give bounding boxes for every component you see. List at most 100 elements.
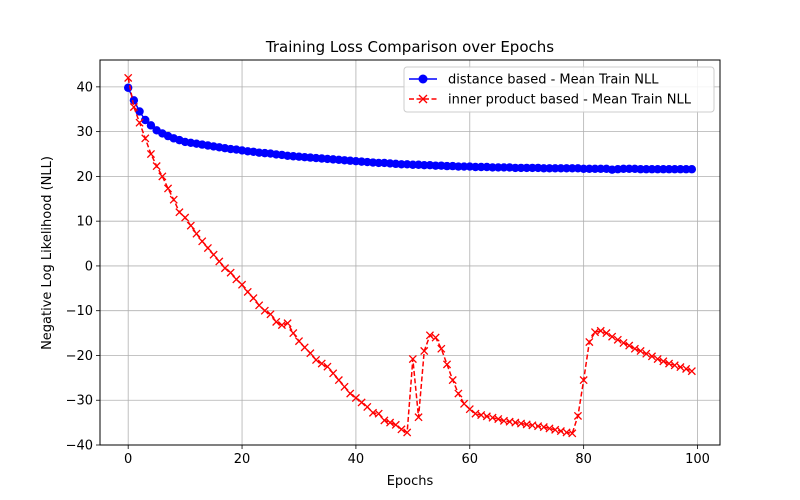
data-point [397,425,406,434]
data-point [670,361,679,370]
y-tick-label: 40 [76,80,93,95]
data-point [357,398,366,407]
data-point [237,280,247,289]
y-tick-label: −40 [66,439,93,454]
x-tick-label: 100 [685,452,710,467]
data-point [448,376,457,385]
data-point [186,221,195,230]
data-point [494,414,503,424]
data-point [431,333,440,342]
data-point [630,344,639,353]
chart-title: Training Loss Comparison over Epochs [265,38,554,56]
data-point [351,393,360,403]
data-point [323,362,332,371]
data-point [636,346,645,356]
data-point [613,335,622,344]
data-point [135,107,144,116]
data-point [425,331,434,340]
legend: distance based - Mean Train NLL inner pr… [403,66,715,113]
y-tick-label: 0 [85,259,93,274]
y-tick-label: −10 [66,304,93,319]
data-point [181,213,190,222]
data-point [312,355,321,365]
x-tick-label: 60 [462,452,479,467]
data-point [619,338,628,347]
data-point [226,268,235,277]
legend-label-distance: distance based - Mean Train NLL [448,73,659,88]
data-point [346,389,355,398]
data-point [306,349,315,358]
data-point [152,162,161,171]
data-point [676,363,685,372]
y-tick-label: 20 [76,170,93,185]
data-point [329,369,338,378]
data-point [653,354,662,364]
data-point [272,317,281,326]
data-point [380,416,389,425]
data-point [596,326,605,335]
data-point [585,337,594,347]
data-point [198,237,207,246]
data-point [135,118,144,127]
series-distance-based [123,83,697,174]
y-axis-label: Negative Log Likelihood (NLL) [40,156,55,350]
data-point [420,346,429,356]
data-point [687,165,697,174]
legend-marker-inner-product [418,94,428,104]
data-point [602,329,611,338]
data-point [454,389,463,398]
data-point [129,96,139,105]
data-point [317,359,326,368]
data-point [129,102,138,112]
data-point [608,332,617,341]
data-point [249,294,258,303]
x-tick-label: 0 [124,452,132,467]
y-tick-label: 10 [76,215,93,230]
data-point [260,306,269,315]
data-point [158,172,167,181]
data-point [374,409,383,418]
data-point [386,418,395,427]
data-point [146,121,156,130]
x-tick-label: 40 [348,452,365,467]
data-point [579,376,588,385]
data-point [334,376,343,385]
series-group [123,73,697,438]
data-point [664,359,674,368]
data-point [124,73,133,82]
data-point [192,229,201,238]
data-point [403,428,412,437]
x-axis-label: Epochs [387,474,434,489]
data-point [169,195,178,204]
data-point [289,329,298,338]
data-point [573,411,583,420]
data-point [659,357,668,366]
x-tick-label: 20 [234,452,251,467]
data-point [647,352,657,361]
data-point [203,243,212,253]
y-tick-label: 30 [76,125,93,140]
data-point [414,413,423,422]
data-point [625,341,634,350]
legend-box [403,66,715,113]
data-point [163,184,173,193]
data-point [642,349,651,358]
data-point [682,364,691,373]
ticks: 0 20 40 60 80 100 −40 −30 −20 −10 0 10 20 30 40 [66,80,710,467]
legend-label-inner-product: inner product based - Mean Train NLL [448,93,692,108]
data-point [123,83,133,92]
data-point [283,319,292,328]
data-point [340,382,349,391]
y-tick-label: −30 [66,394,93,409]
data-point [215,257,224,266]
data-point [141,134,150,143]
x-tick-label: 80 [575,452,592,467]
data-point [146,149,156,159]
data-point [442,360,452,369]
legend-marker-distance [418,74,428,84]
data-point [209,250,218,259]
data-point [437,344,446,353]
data-point [408,354,417,364]
data-point [277,320,286,330]
